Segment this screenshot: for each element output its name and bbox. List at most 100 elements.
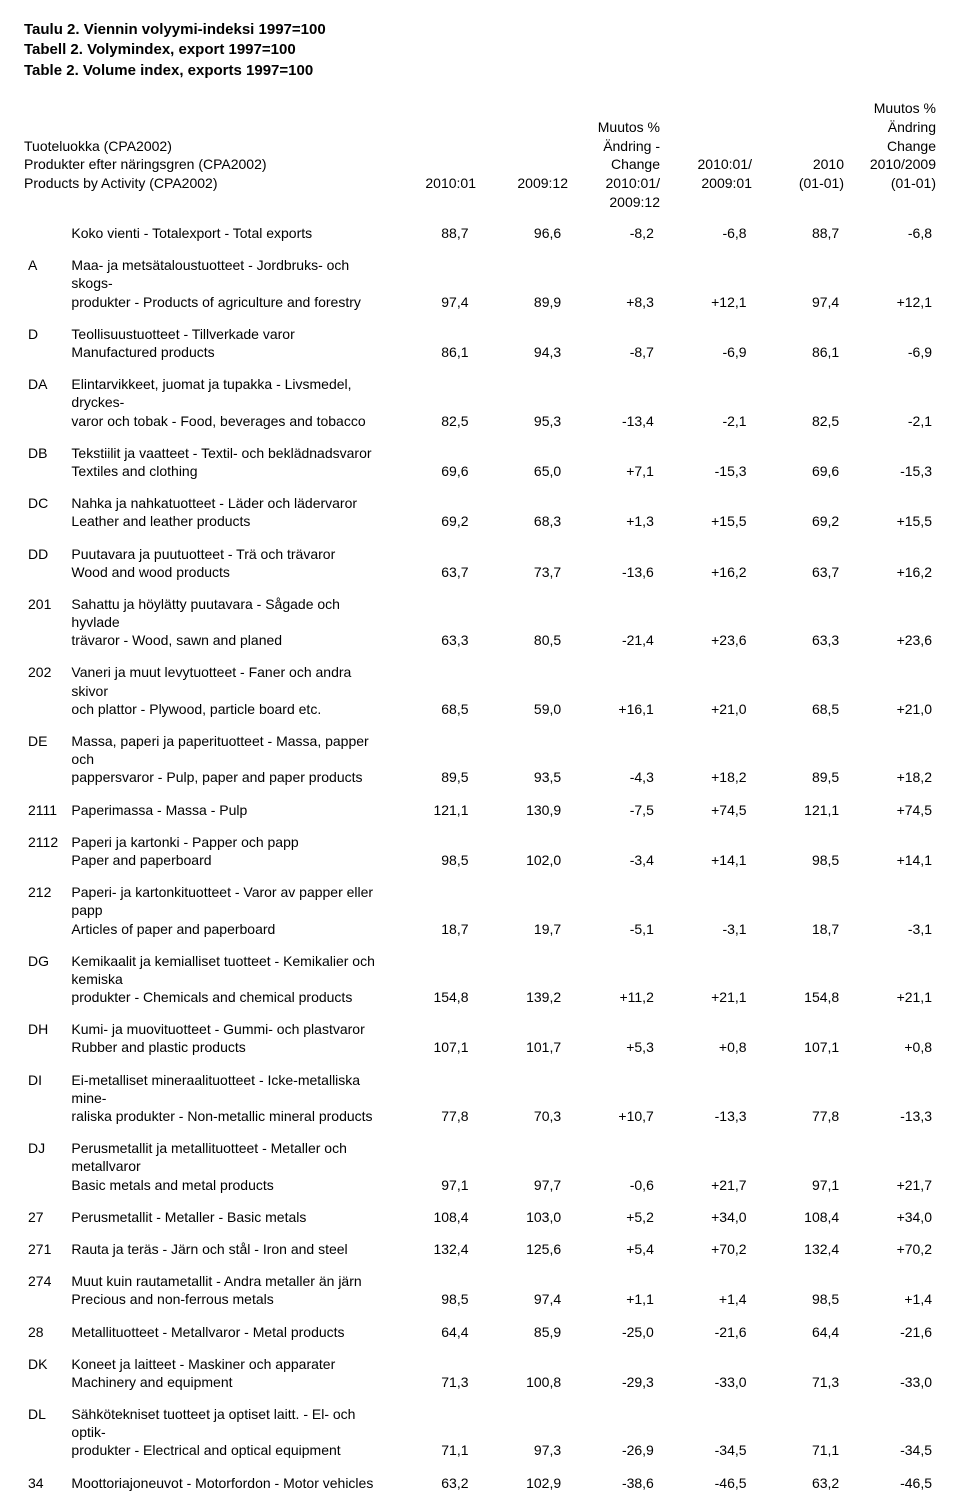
header-col-line: Ändring - Change xyxy=(576,137,660,175)
row-value xyxy=(751,1006,844,1038)
row-value: 65,0 xyxy=(473,462,566,480)
row-label: Metallituotteet - Metallvaror - Metal pr… xyxy=(67,1309,379,1341)
row-value xyxy=(751,1057,844,1107)
row-value: 154,8 xyxy=(751,988,844,1006)
row-value xyxy=(658,361,751,411)
table-row: och plattor - Plywood, particle board et… xyxy=(24,700,936,718)
row-label: Paper and paperboard xyxy=(67,851,379,869)
row-label: Vaneri ja muut levytuotteet - Faner och … xyxy=(67,649,379,699)
row-value xyxy=(658,938,751,988)
table-row: DTeollisuustuotteet - Tillverkade varor xyxy=(24,311,936,343)
row-code: DG xyxy=(24,938,67,988)
row-value xyxy=(751,718,844,768)
row-value xyxy=(565,718,658,768)
row-value xyxy=(751,581,844,631)
row-value: -7,5 xyxy=(565,787,658,819)
table-row: 201Sahattu ja höylätty puutavara - Sågad… xyxy=(24,581,936,631)
row-value xyxy=(473,869,566,919)
row-value xyxy=(658,1057,751,1107)
row-value: 108,4 xyxy=(751,1194,844,1226)
row-code: 271 xyxy=(24,1226,67,1258)
row-value xyxy=(380,361,473,411)
row-value: +1,1 xyxy=(565,1290,658,1308)
row-value: 96,6 xyxy=(473,218,566,242)
row-value xyxy=(473,531,566,563)
row-value xyxy=(565,649,658,699)
table-row: Paper and paperboard98,5102,0-3,4+14,198… xyxy=(24,851,936,869)
row-label: Sähkötekniset tuotteet ja optiset laitt.… xyxy=(67,1391,379,1441)
row-code xyxy=(24,988,67,1006)
row-value: 103,0 xyxy=(473,1194,566,1226)
row-value: +74,5 xyxy=(843,787,936,819)
row-code xyxy=(24,851,67,869)
table-row: produkter - Chemicals and chemical produ… xyxy=(24,988,936,1006)
row-value: -13,4 xyxy=(565,412,658,430)
row-value: +21,0 xyxy=(658,700,751,718)
row-value: 125,6 xyxy=(473,1226,566,1258)
row-code xyxy=(24,768,67,786)
row-value: +18,2 xyxy=(658,768,751,786)
row-value: 98,5 xyxy=(380,851,473,869)
header-col-line: 2009:12 xyxy=(484,174,568,193)
row-code xyxy=(24,1290,67,1308)
row-value: 64,4 xyxy=(751,1309,844,1341)
row-value: +5,4 xyxy=(565,1226,658,1258)
row-code: 34 xyxy=(24,1460,67,1492)
row-code xyxy=(24,1441,67,1459)
row-value xyxy=(380,649,473,699)
row-value xyxy=(380,869,473,919)
row-value: -21,4 xyxy=(565,631,658,649)
table-row: Rubber and plastic products107,1101,7+5,… xyxy=(24,1038,936,1056)
row-value: 63,3 xyxy=(380,631,473,649)
row-value xyxy=(658,649,751,699)
row-value xyxy=(565,1341,658,1373)
table-row: Textiles and clothing69,665,0+7,1-15,369… xyxy=(24,462,936,480)
row-value: 68,3 xyxy=(473,512,566,530)
row-value: 88,7 xyxy=(380,218,473,242)
row-value: -33,0 xyxy=(843,1373,936,1391)
row-value: 85,9 xyxy=(473,1309,566,1341)
table-row: 271Rauta ja teräs - Järn och stål - Iron… xyxy=(24,1226,936,1258)
row-value: 77,8 xyxy=(751,1107,844,1125)
row-value: 73,7 xyxy=(473,563,566,581)
table-titles: Taulu 2. Viennin volyymi-indeksi 1997=10… xyxy=(24,20,936,81)
row-value xyxy=(565,1006,658,1038)
row-value: 64,4 xyxy=(380,1309,473,1341)
header-left-line: Produkter efter näringsgren (CPA2002) xyxy=(24,155,384,174)
row-value: +21,0 xyxy=(843,700,936,718)
row-value xyxy=(658,1341,751,1373)
row-label: Sahattu ja höylätty puutavara - Sågade o… xyxy=(67,581,379,631)
row-value: -15,3 xyxy=(658,462,751,480)
row-value: 97,4 xyxy=(380,293,473,311)
row-value xyxy=(751,1125,844,1175)
row-label: Basic metals and metal products xyxy=(67,1176,379,1194)
header-col-line: (01-01) xyxy=(852,174,936,193)
header-col-line: Change xyxy=(852,137,936,156)
row-value xyxy=(843,869,936,919)
row-value: 102,9 xyxy=(473,1460,566,1492)
row-value: 89,5 xyxy=(380,768,473,786)
row-value xyxy=(565,819,658,851)
row-value xyxy=(658,1258,751,1290)
header-col-line xyxy=(760,118,844,137)
data-table: Koko vienti - Totalexport - Total export… xyxy=(24,218,936,1492)
row-value: +16,1 xyxy=(565,700,658,718)
header-col-line xyxy=(484,155,568,174)
row-value xyxy=(658,480,751,512)
row-value xyxy=(565,361,658,411)
table-row: 274Muut kuin rautametallit - Andra metal… xyxy=(24,1258,936,1290)
row-value xyxy=(658,869,751,919)
row-value: -4,3 xyxy=(565,768,658,786)
row-code xyxy=(24,631,67,649)
row-value xyxy=(565,1391,658,1441)
row-value xyxy=(843,480,936,512)
row-value: 69,2 xyxy=(380,512,473,530)
row-value xyxy=(565,581,658,631)
row-value xyxy=(380,531,473,563)
row-label: Puutavara ja puutuotteet - Trä och träva… xyxy=(67,531,379,563)
row-code xyxy=(24,1176,67,1194)
row-value: 71,1 xyxy=(380,1441,473,1459)
table-row: raliska produkter - Non-metallic mineral… xyxy=(24,1107,936,1125)
header-col-line: 2010:01 xyxy=(392,174,476,193)
row-value: 69,6 xyxy=(751,462,844,480)
